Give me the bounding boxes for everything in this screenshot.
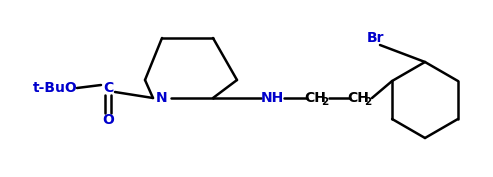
Text: t-BuO: t-BuO [33, 81, 77, 95]
Text: O: O [102, 113, 114, 127]
Text: 2: 2 [321, 97, 329, 107]
Text: CH: CH [304, 91, 326, 105]
Text: Br: Br [366, 31, 384, 45]
Text: 2: 2 [364, 97, 372, 107]
Text: CH: CH [347, 91, 369, 105]
Text: N: N [156, 91, 168, 105]
Text: C: C [103, 81, 113, 95]
Text: NH: NH [260, 91, 283, 105]
